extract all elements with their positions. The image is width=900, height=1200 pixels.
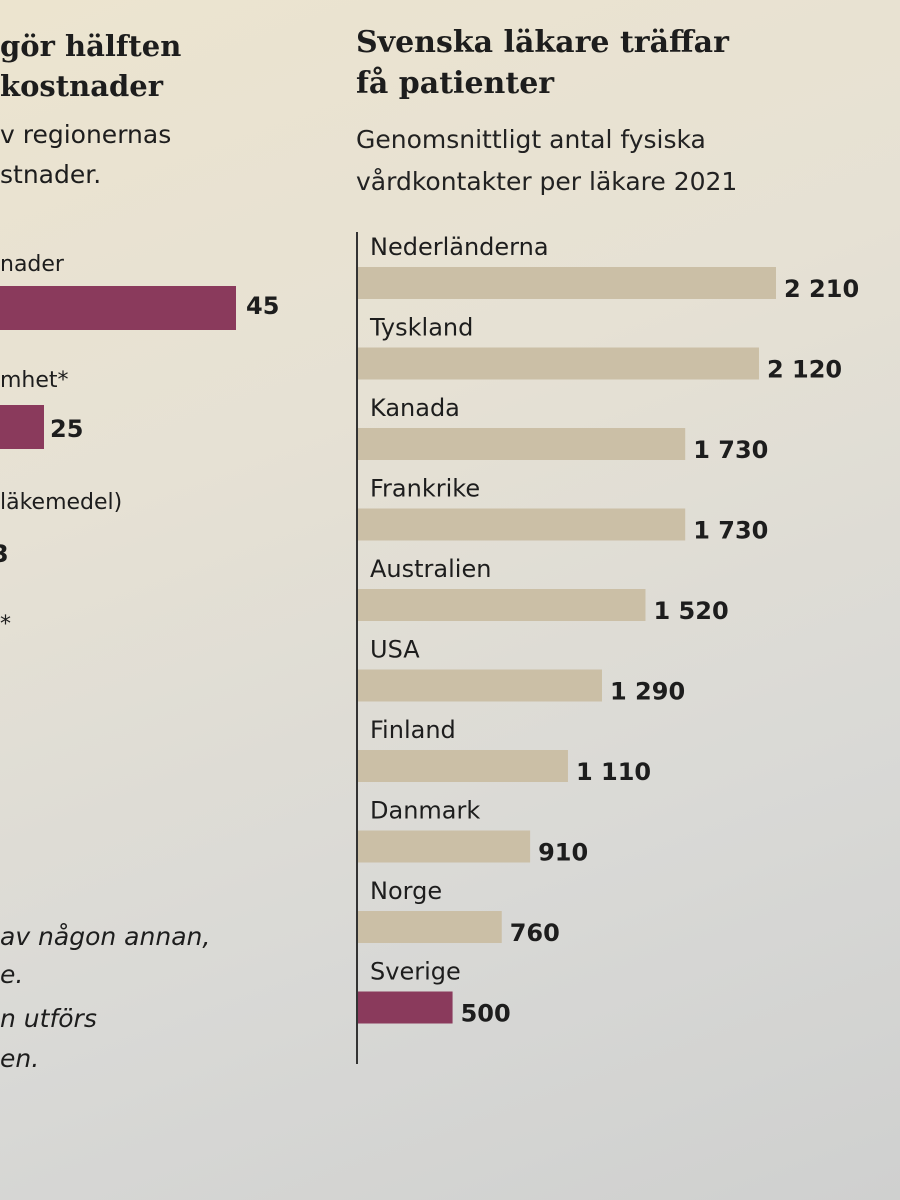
left-bar [0,405,44,449]
category-label: Norge [370,877,442,905]
bar [358,991,453,1024]
left-item-value: 25 [50,415,84,443]
value-label: 1 730 [693,436,768,464]
left-footnote-line: e. [0,960,24,989]
left-footnote-line: en. [0,1044,40,1073]
bar [358,589,646,621]
left-subtitle-line-2: stnader. [0,160,102,189]
bar [358,428,686,460]
category-label: Finland [370,716,456,744]
chart-subtitle-line-1: Genomsnittligt antal fysiska [356,125,706,154]
value-label: 1 730 [693,517,768,545]
bar [358,669,602,702]
chart-axis-line [356,232,358,1064]
chart-subtitle-line-2: vårdkontakter per läkare 2021 [356,167,738,196]
value-label: 2 210 [784,275,859,303]
category-label: USA [370,636,420,664]
left-subtitle-line-1: v regionernas [0,120,172,149]
value-label: 910 [538,839,588,867]
value-label: 2 120 [767,356,842,384]
category-label: Nederländerna [370,233,549,261]
left-title-line-1: gör hälften [0,29,182,63]
left-item-label: * [0,612,11,637]
category-label: Frankrike [370,475,480,503]
bar [358,911,502,943]
category-label: Danmark [370,797,480,825]
category-label: Sverige [370,958,461,986]
category-label: Tyskland [369,314,473,342]
category-label: Kanada [370,394,460,422]
value-label: 1 290 [610,678,685,706]
left-item-label: nader [0,252,64,277]
left-title-line-2: kostnader [0,69,164,103]
left-footnote-line: av någon annan, [0,922,211,951]
value-label: 500 [461,1000,511,1028]
bar [358,347,759,380]
left-item-label: mhet* [0,368,69,393]
left-item-label: läkemedel) [0,490,123,515]
bar [358,508,686,541]
left-item-value: 45 [246,292,280,320]
left-item-value: 3 [0,540,9,568]
category-label: Australien [370,555,491,583]
value-label: 1 110 [576,758,651,786]
bar [358,750,568,782]
left-footnote-line: n utförs [0,1004,97,1033]
value-label: 760 [510,919,560,947]
bar [358,267,776,299]
left-bar [0,286,236,330]
bar [358,830,531,863]
chart-title-line-2: få patienter [356,66,555,101]
value-label: 1 520 [653,597,728,625]
chart-title-line-1: Svenska läkare träffar [356,25,729,60]
